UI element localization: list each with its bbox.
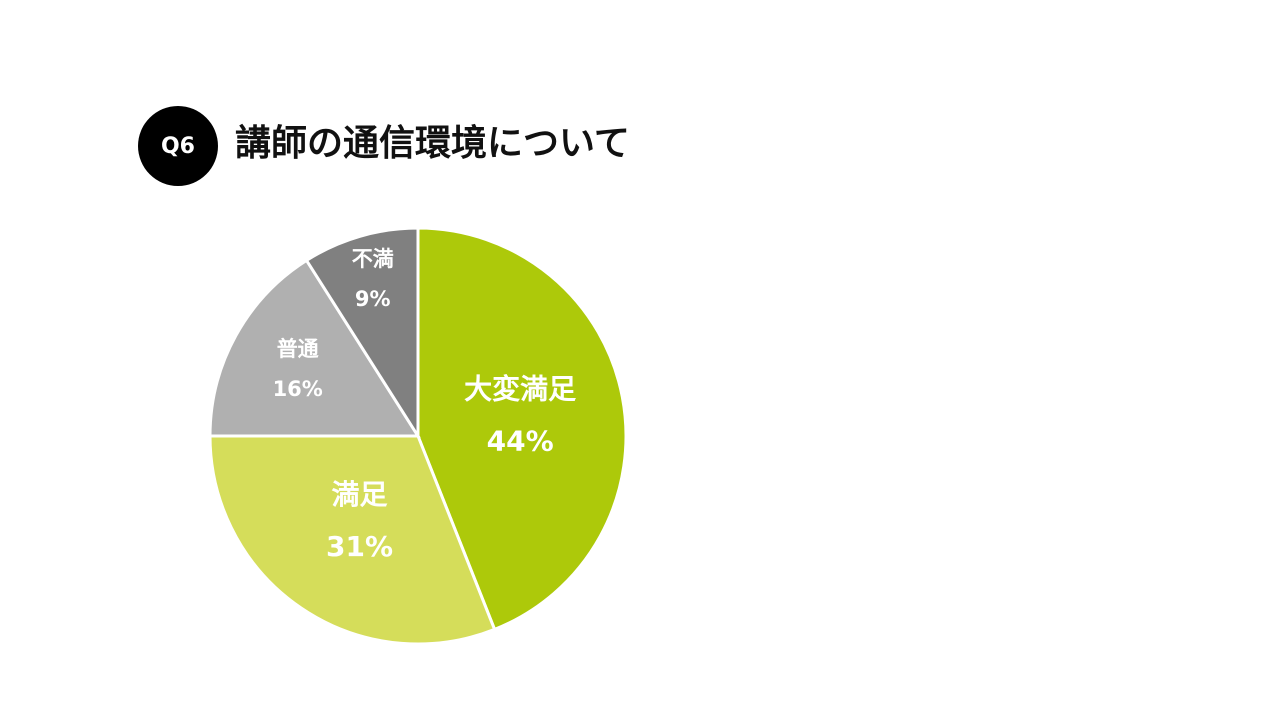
question-number: Q6 <box>160 133 195 159</box>
slice-value-label: 9% <box>355 287 391 311</box>
slice-value-label: 44% <box>487 425 554 458</box>
slice-category-label: 不満 <box>352 247 394 271</box>
page-title: 講師の通信環境について <box>235 123 630 164</box>
pie-slice <box>416 226 628 632</box>
pie-slice <box>208 434 497 646</box>
slice-value-label: 16% <box>273 377 323 401</box>
slice-value-label: 31% <box>326 530 393 563</box>
pie-slice <box>304 226 420 442</box>
question-badge: Q6 <box>138 106 218 186</box>
slice-category-label: 満足 <box>332 478 388 511</box>
slice-category-label: 普通 <box>277 337 319 361</box>
pie-slice <box>208 258 421 438</box>
slice-category-label: 大変満足 <box>464 373 576 406</box>
